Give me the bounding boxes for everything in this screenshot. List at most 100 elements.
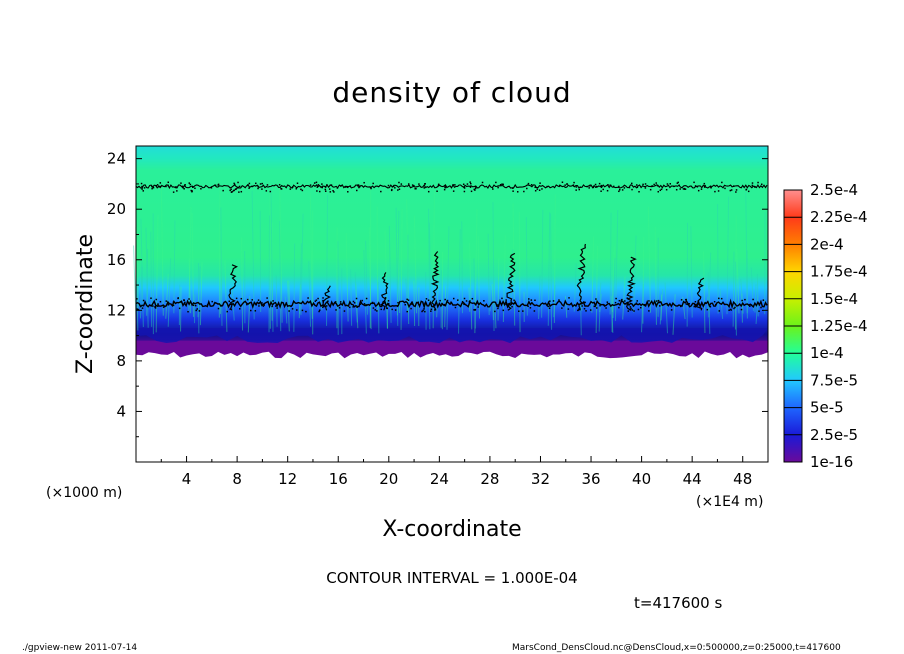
field-texture-streak [218,188,221,318]
contour-speckle [709,185,712,188]
contour-speckle [317,184,320,186]
field-texture-streak [136,226,139,311]
contour-speckle [693,305,696,308]
contour-speckle [568,297,570,299]
contour-speckle [688,302,690,305]
footer-right: MarsCond_DensCloud.nc@DensCloud,x=0:5000… [512,643,841,653]
contour-speckle [162,306,165,308]
contour-speckle [595,185,598,188]
field-texture-streak [288,280,291,312]
contour-speckle [165,185,167,188]
colorbar-label: 2.5e-4 [810,181,858,199]
contour-speckle [575,189,577,191]
contour-speckle [627,310,630,312]
contour-speckle [585,310,587,312]
field-texture-streak [550,213,553,330]
contour-speckle [365,304,367,306]
field-texture-streak [270,187,274,332]
x-tick-label: 12 [278,470,297,488]
field-texture-streak [428,222,432,311]
contour-speckle [658,301,660,303]
contour-speckle [452,190,455,192]
field-texture-streak [413,280,416,327]
contour-speckle [427,299,430,302]
contour-speckle [528,298,530,300]
contour-speckle [452,297,455,300]
contour-speckle [502,309,505,312]
contour-speckle [638,190,640,193]
contour-speckle [615,297,617,300]
contour-speckle [235,188,237,190]
contour-speckle [659,305,661,307]
contour-speckle [512,187,514,189]
contour-speckle [423,187,426,189]
field-texture-streak [538,275,541,320]
plume-streak [626,256,637,311]
contour-speckle [516,191,519,193]
contour-speckle [463,186,465,189]
contour-speckle [141,185,143,188]
contour-speckle [567,308,570,310]
contour-speckle [680,299,683,301]
time-label: t=417600 s [634,594,722,612]
contour-speckle [336,187,339,189]
contour-speckle [513,299,515,302]
contour-speckle [592,186,595,189]
contour-speckle [744,298,746,301]
x-axis-scale-label: (×1E4 m) [696,494,763,510]
y-tick-label: 4 [116,402,126,420]
contour-speckle [188,182,191,184]
contour-speckle [469,181,471,183]
colorbar-label: 2.5e-5 [810,426,858,444]
contour-speckle [159,182,162,184]
field-texture-streak [690,226,693,318]
contour-speckle [444,185,447,187]
contour-speckle [502,183,504,186]
contour-speckle [357,184,359,186]
contour-speckle [665,188,668,191]
contour-speckle [414,188,416,190]
contour-speckle [714,190,716,193]
contour-speckle [358,185,361,188]
contour-speckle [363,181,365,184]
colorbar-label: 2e-4 [810,235,844,253]
contour-speckle [335,309,337,311]
field-texture-streak [165,274,169,319]
contour-speckle [259,183,262,185]
contour-speckle [594,183,597,186]
contour-speckle [250,309,252,312]
contour-speckle [290,305,292,307]
contour-speckle [463,297,466,300]
chart-title: density of cloud [332,76,571,109]
contour-line [135,183,768,190]
contour-speckle [258,305,260,307]
contour-speckle [305,310,307,313]
contour-speckle [589,185,591,187]
contour-speckle [534,190,537,192]
contour-speckle [324,188,327,191]
contour-speckle [714,303,717,306]
contour-speckle [175,186,177,188]
colorbar-label: 5e-5 [810,399,844,417]
field-texture-streak [609,212,612,315]
contour-speckle [183,299,185,301]
contour-speckle [152,305,154,307]
contour-speckle [314,300,317,302]
contour-speckle [462,183,465,186]
field-texture-streak [682,296,686,320]
contour-speckle [151,187,153,190]
contour-speckle [704,301,706,304]
field-texture-streak [251,190,255,320]
contour-speckle [618,188,621,191]
contour-speckle [497,186,499,189]
contour-speckle [745,188,748,191]
field-texture-streak [247,295,251,333]
contour-speckle [541,188,543,190]
contour-speckle [257,187,259,190]
contour-speckle [372,182,374,185]
contour-speckle [636,186,639,189]
field-texture-streak [492,202,495,331]
plume-streak [379,272,389,311]
contour-speckle [693,181,695,184]
contour-speckle [230,188,232,190]
